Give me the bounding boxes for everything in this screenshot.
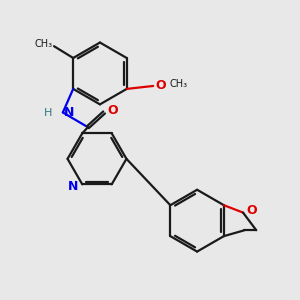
Text: CH₃: CH₃: [169, 80, 188, 89]
Text: H: H: [44, 108, 52, 118]
Text: N: N: [64, 106, 74, 119]
Text: N: N: [68, 180, 79, 193]
Text: O: O: [108, 104, 118, 118]
Text: O: O: [246, 204, 256, 217]
Text: O: O: [156, 80, 166, 92]
Text: CH₃: CH₃: [34, 39, 52, 49]
